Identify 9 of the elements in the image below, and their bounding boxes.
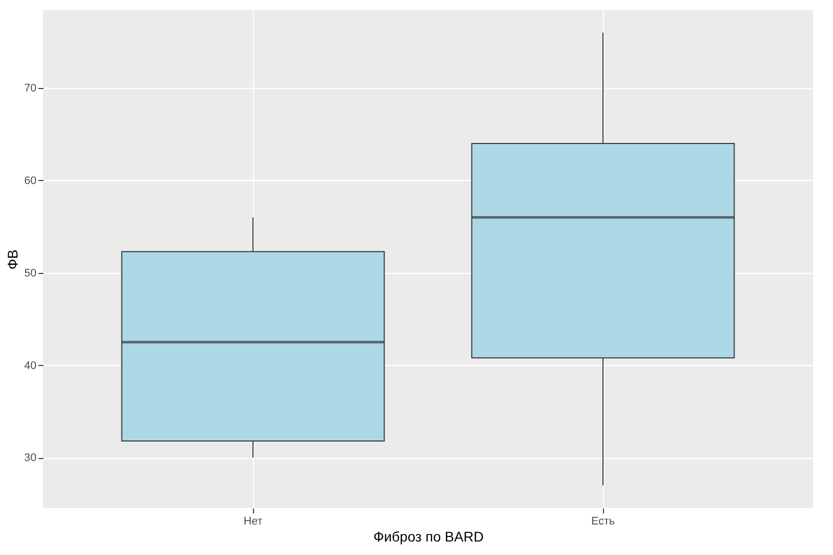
x-tick-label: Нет — [244, 516, 262, 528]
y-tick-label: 70 — [24, 82, 36, 95]
x-tick-label: Есть — [591, 516, 616, 528]
x-axis-title: Фиброз по BARD — [373, 528, 484, 544]
y-axis-title: ФВ — [4, 250, 20, 270]
y-tick-label: 50 — [24, 267, 36, 280]
y-tick-label: 30 — [24, 452, 36, 464]
y-tick-label: 40 — [24, 360, 36, 372]
y-tick-label: 60 — [24, 174, 36, 187]
